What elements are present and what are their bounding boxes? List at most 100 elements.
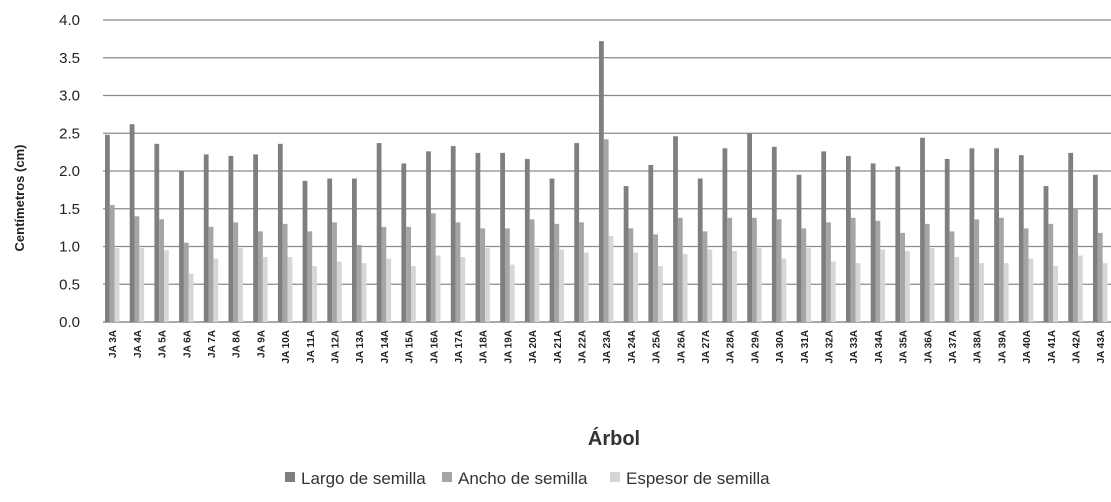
bar-ancho <box>455 222 461 322</box>
bar-ancho <box>752 217 757 322</box>
bar-largo <box>450 146 456 322</box>
bar-ancho <box>999 217 1004 322</box>
bar-ancho <box>356 244 362 322</box>
x-tick-label: JA 16A <box>429 330 440 364</box>
bar-espesor <box>262 257 268 322</box>
bar-ancho <box>406 226 411 322</box>
x-tick-label: JA 22A <box>578 330 589 364</box>
bar-largo <box>105 134 110 322</box>
bar-ancho <box>109 204 115 322</box>
x-tick-label: JA 14A <box>380 330 391 364</box>
bar-largo <box>426 151 431 322</box>
bar-largo <box>747 133 752 322</box>
bar-espesor <box>608 235 614 322</box>
bar-largo <box>302 180 308 322</box>
bar-ancho <box>727 217 733 322</box>
bar-ancho <box>1048 223 1054 322</box>
bar-espesor <box>312 266 317 322</box>
bar-ancho <box>850 217 856 322</box>
bar-espesor <box>979 263 984 322</box>
x-tick-label: JA 33A <box>849 330 860 364</box>
bar-espesor <box>633 252 639 322</box>
bar-largo <box>697 178 703 322</box>
legend: Largo de semilla Ancho de semilla Espesor … <box>285 469 770 488</box>
x-tick-label: JA 4A <box>133 330 144 358</box>
bar-ancho <box>332 222 337 322</box>
x-tick-label: JA 38A <box>973 330 984 364</box>
bar-largo <box>944 158 950 322</box>
bar-ancho <box>702 231 708 322</box>
bar-espesor <box>682 254 688 322</box>
bar-espesor <box>1053 266 1058 322</box>
x-tick-label: JA 11A <box>306 330 317 363</box>
bar-espesor <box>707 249 713 322</box>
x-tick-label: JA 28A <box>726 330 737 364</box>
bar-largo <box>994 148 999 322</box>
x-tick-label: JA 5A <box>158 330 169 358</box>
bar-ancho <box>603 139 609 322</box>
bar-largo <box>1093 174 1098 322</box>
bar-ancho <box>1023 228 1029 322</box>
bar-espesor <box>954 257 960 322</box>
x-tick-label: JA 12A <box>331 330 342 364</box>
x-tick-label: JA 40A <box>1022 330 1033 364</box>
bar-espesor <box>139 248 145 322</box>
bar-largo <box>154 143 160 322</box>
x-tick-label: JA 34A <box>874 330 885 364</box>
x-tick-label: JA 19A <box>503 330 514 364</box>
bar-espesor <box>435 255 441 322</box>
y-tick-label: 3.0 <box>59 88 80 105</box>
y-tick-label: 0.5 <box>59 276 80 293</box>
bar-ancho <box>505 228 510 322</box>
y-tick-label: 1.0 <box>59 239 80 256</box>
bar-espesor <box>114 248 120 322</box>
bar-largo <box>129 124 135 322</box>
x-tick-label: JA 27A <box>701 330 712 364</box>
bar-largo <box>401 163 407 322</box>
x-tick-label: JA 21A <box>553 330 564 364</box>
bar-largo <box>475 152 481 322</box>
bars <box>105 41 1108 322</box>
bar-espesor <box>336 261 342 322</box>
bar-largo <box>648 164 654 322</box>
bar-espesor <box>806 248 811 322</box>
bar-ancho <box>159 219 164 322</box>
x-axis-title: Árbol <box>588 427 640 450</box>
bar-espesor <box>855 263 861 322</box>
bar-largo <box>1068 152 1074 322</box>
bar-ancho <box>801 228 807 322</box>
bar-espesor <box>485 248 490 322</box>
bar-ancho <box>381 226 387 322</box>
y-tick-labels: 0.0 0.5 1.0 1.5 2.0 2.5 3.0 3.5 4.0 <box>59 12 80 331</box>
x-tick-label: JA 15A <box>405 330 416 364</box>
bar-largo <box>277 143 283 322</box>
bar-largo <box>969 148 975 322</box>
bar-ancho <box>924 223 930 322</box>
legend-swatch <box>285 472 295 482</box>
bar-ancho <box>776 219 782 322</box>
legend-swatch <box>442 472 452 482</box>
bar-espesor <box>658 266 663 322</box>
x-tick-label: JA 35A <box>899 330 910 364</box>
bar-espesor <box>781 258 787 322</box>
x-tick-label: JA 39A <box>997 330 1008 364</box>
bar-largo <box>821 151 827 322</box>
y-tick-label: 0.0 <box>59 314 80 331</box>
x-tick-label: JA 41A <box>1047 330 1058 364</box>
y-tick-label: 4.0 <box>59 12 80 29</box>
x-tick-label: JA 23A <box>602 330 613 364</box>
bar-espesor <box>386 258 392 322</box>
y-tick-label: 1.5 <box>59 201 80 218</box>
bar-espesor <box>1102 263 1108 322</box>
bar-ancho <box>653 234 658 322</box>
x-tick-label: JA 37A <box>948 330 959 364</box>
x-tick-label: JA 31A <box>800 330 811 364</box>
bar-espesor <box>238 248 243 322</box>
bar-espesor <box>732 251 737 322</box>
bar-largo <box>352 178 357 322</box>
x-tick-label: JA 25A <box>652 330 663 364</box>
bar-largo <box>771 146 777 322</box>
legend-swatch <box>610 472 620 482</box>
y-tick-label: 2.5 <box>59 125 80 142</box>
